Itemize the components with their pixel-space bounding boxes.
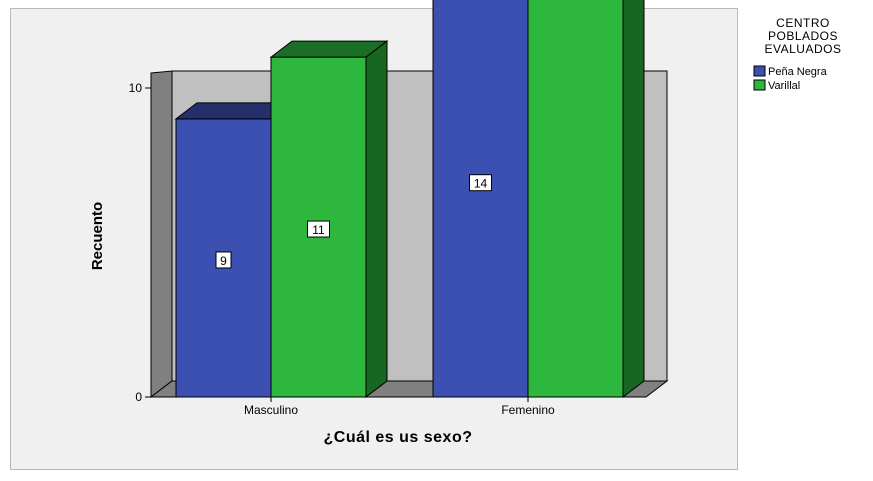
bar-front: [432, 0, 529, 398]
legend-title: EVALUADOS: [765, 42, 842, 56]
bar-front: [527, 0, 624, 398]
data-label-text: 9: [220, 254, 227, 268]
x-tick-label: Masculino: [244, 403, 298, 417]
data-label: 14: [469, 174, 492, 192]
y-tick-label: 0: [135, 390, 142, 404]
legend-label: Varillal: [768, 80, 800, 92]
bar-side: [365, 40, 388, 399]
data-label: 9: [215, 251, 232, 269]
data-label-text: 11: [312, 223, 325, 237]
legend-swatch: [753, 65, 766, 77]
legend-title: POBLADOS: [768, 29, 838, 43]
side-wall: [150, 70, 173, 399]
bar-top: [269, 40, 389, 58]
data-label-box: [307, 220, 330, 238]
x-axis: Masculino Femenino: [244, 397, 555, 417]
legend-item: Varillal: [753, 79, 800, 92]
x-axis-title: ¿Cuál es us sexo?: [324, 429, 473, 446]
y-tick-label: 10: [129, 81, 143, 95]
legend-swatch: [753, 79, 766, 91]
bars: 9 11 14 27: [174, 0, 645, 399]
x-tick-label: Femenino: [501, 403, 555, 417]
legend-item: Peña Negra: [753, 65, 828, 78]
bar-side: [622, 0, 645, 399]
bar: 27: [527, 0, 645, 399]
y-axis-title: Recuento: [89, 202, 106, 270]
data-label-box: [215, 251, 232, 269]
legend-title: CENTRO: [776, 16, 830, 30]
legend-label: Peña Negra: [768, 66, 828, 78]
y-axis: 0102030: [129, 81, 151, 404]
data-label-text: 14: [474, 177, 488, 191]
data-label: 11: [307, 220, 330, 238]
data-label-box: [469, 174, 492, 192]
bar: 11: [269, 40, 389, 399]
